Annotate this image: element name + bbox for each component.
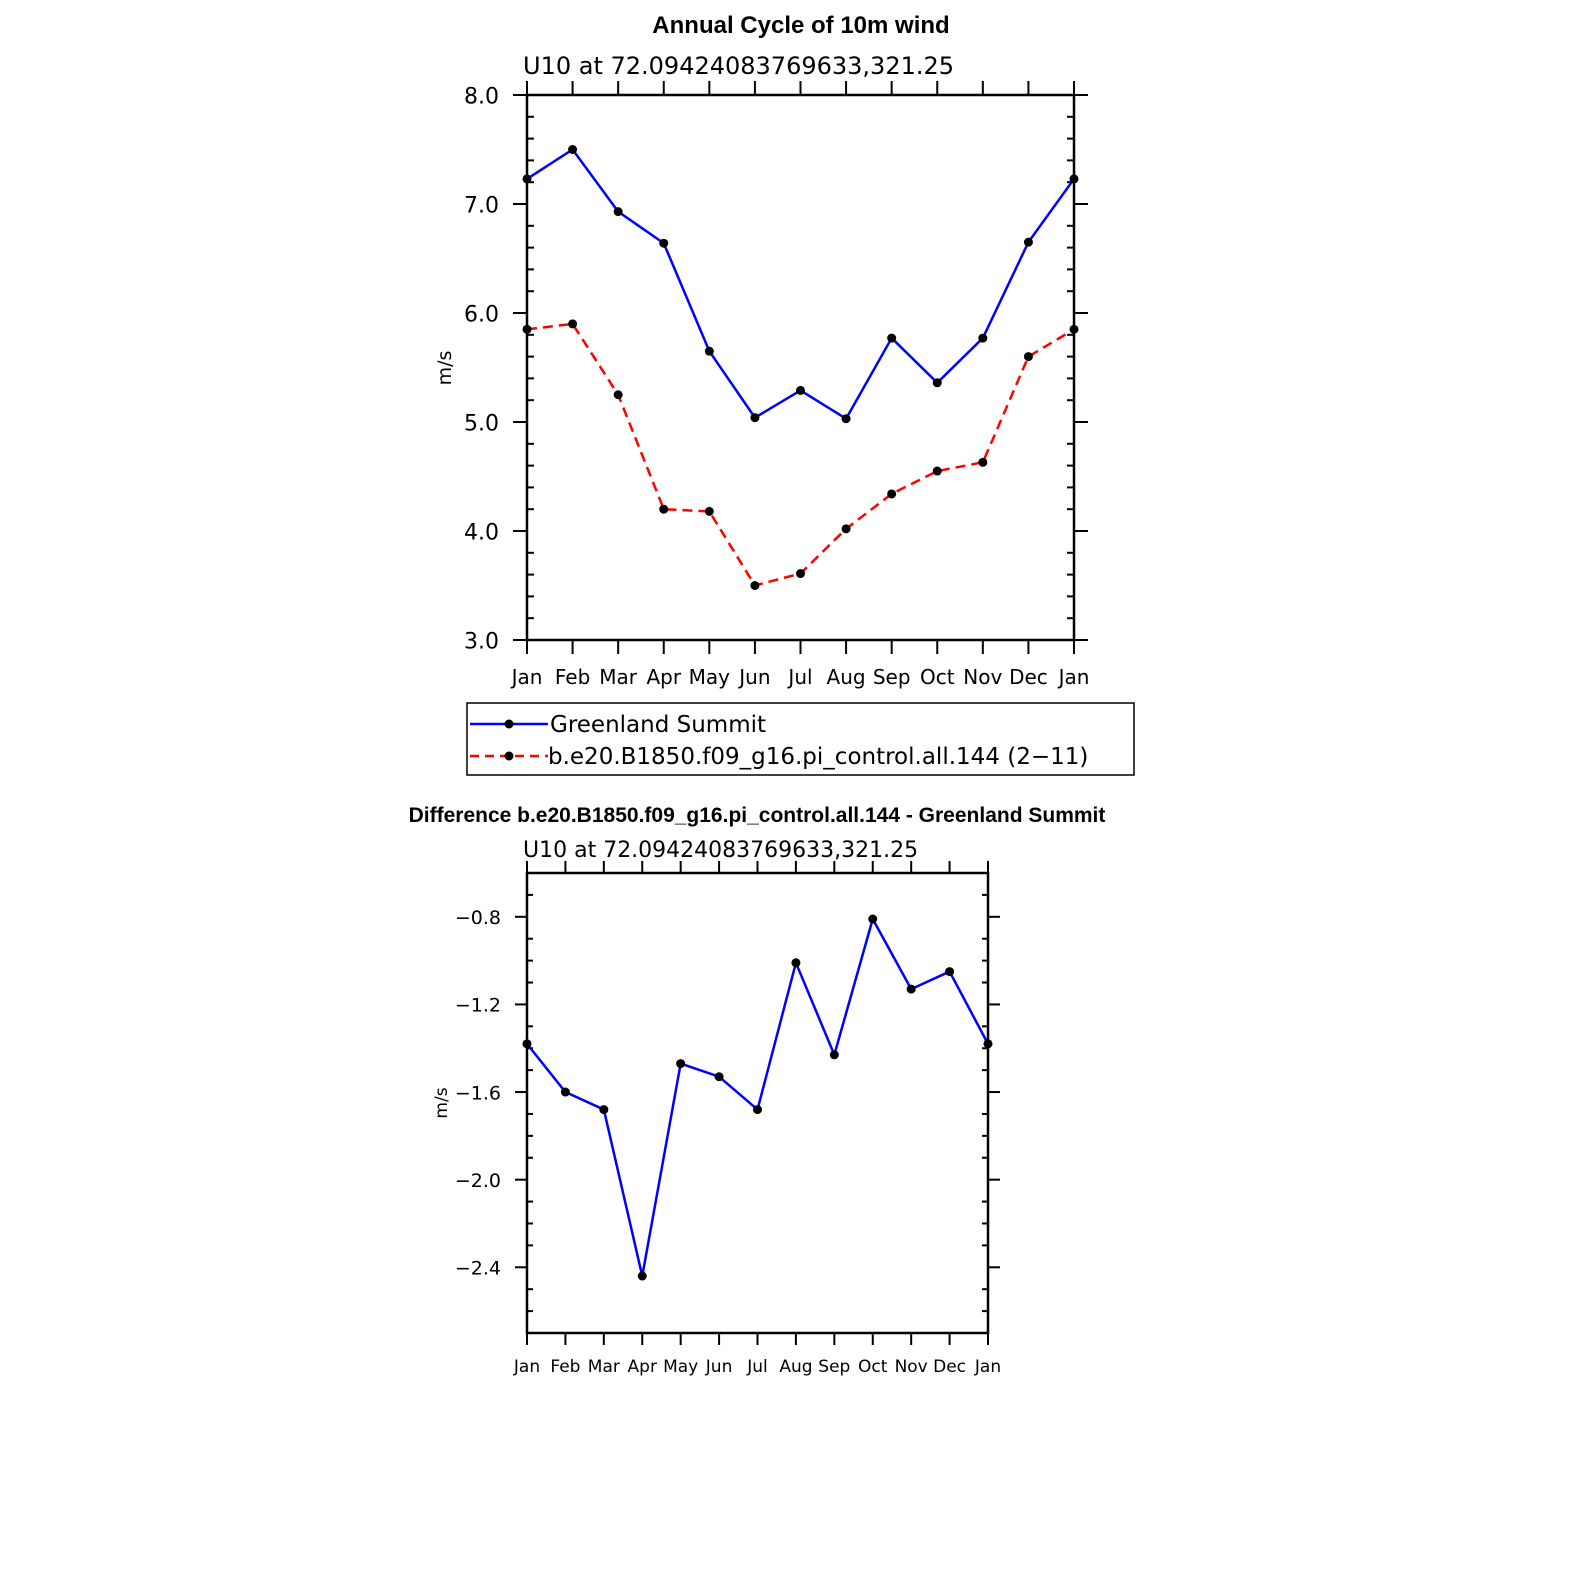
chart-bottom-title: Difference b.e20.B1850.f09_g16.pi_contro… bbox=[409, 804, 1106, 827]
series-point-1 bbox=[568, 319, 578, 329]
series-point-1 bbox=[932, 466, 942, 476]
series-point-1 bbox=[1023, 352, 1033, 362]
legend-box bbox=[466, 702, 1135, 776]
y-tick-label: 5.0 bbox=[464, 411, 499, 436]
series-point-0 bbox=[945, 967, 955, 977]
series-point-1 bbox=[750, 581, 760, 590]
series-point-0 bbox=[522, 174, 532, 184]
legend-label-model: b.e20.B1850.f09_g16.pi_control.all.144 (… bbox=[548, 744, 1088, 770]
series-point-0 bbox=[932, 378, 942, 388]
x-tick-label: Aug bbox=[827, 665, 866, 689]
series-point-1 bbox=[796, 569, 805, 579]
chart-top-plot: 3.0 4.0 5.0 6.0 7.0 8.0 Jan Feb Mar Apr May Jun Jul A… bbox=[464, 81, 1089, 689]
x-tick-label: Nov bbox=[963, 665, 1002, 689]
chart-top-title: Annual Cycle of 10m wind bbox=[652, 12, 949, 39]
series-point-0 bbox=[599, 1105, 609, 1115]
x-tick-label: Jul bbox=[786, 665, 812, 689]
x-tick-label: Oct bbox=[858, 1357, 888, 1377]
series-point-1 bbox=[841, 524, 851, 534]
chart-bottom-ylabel: m/s bbox=[432, 1087, 452, 1118]
x-tick-label: Sep bbox=[873, 665, 911, 689]
series-point-0 bbox=[1069, 174, 1079, 184]
x-tick-label: May bbox=[663, 1357, 698, 1377]
x-tick-label: Jan bbox=[1057, 665, 1090, 689]
y-tick-label: 6.0 bbox=[464, 302, 499, 327]
series-point-0 bbox=[868, 914, 878, 924]
x-tick-label: Jul bbox=[746, 1357, 768, 1377]
x-tick-label: Mar bbox=[599, 665, 638, 689]
series-point-0 bbox=[704, 346, 714, 356]
chart-bottom-subtitle: U10 at 72.09424083769633,321.25 bbox=[523, 838, 918, 863]
series-point-0 bbox=[791, 958, 801, 968]
chart-top-ylabel: m/s bbox=[434, 351, 456, 386]
y-tick-label: 8.0 bbox=[464, 84, 499, 109]
series-point-0 bbox=[906, 984, 916, 994]
x-tick-label: Oct bbox=[920, 665, 955, 689]
series-point-0 bbox=[637, 1271, 647, 1281]
x-tick-label: Apr bbox=[646, 665, 681, 689]
y-tick-label: 3.0 bbox=[464, 629, 499, 654]
chart-bottom-plot: −2.4 −2.0 −1.6 −1.2 −0.8 Jan Feb Mar Apr May Jun Ju… bbox=[455, 861, 1001, 1377]
x-tick-label: Mar bbox=[588, 1357, 620, 1377]
y-tick-label: −1.2 bbox=[455, 995, 501, 1017]
series-point-1 bbox=[704, 506, 714, 516]
series-point-0 bbox=[659, 238, 669, 248]
series-point-0 bbox=[829, 1050, 839, 1060]
x-tick-label: Jun bbox=[737, 665, 770, 689]
series-point-0 bbox=[560, 1087, 570, 1097]
x-tick-label: Jan bbox=[974, 1357, 1001, 1377]
x-tick-label: Jun bbox=[705, 1357, 733, 1377]
series-point-1 bbox=[1069, 324, 1079, 334]
series-point-1 bbox=[522, 324, 532, 334]
x-tick-label: May bbox=[689, 665, 731, 689]
series-point-0 bbox=[887, 333, 897, 343]
series-point-1 bbox=[887, 489, 897, 499]
series-point-0 bbox=[676, 1059, 686, 1069]
series-point-0 bbox=[750, 413, 760, 423]
y-tick-label: −0.8 bbox=[455, 907, 501, 929]
x-tick-label: Sep bbox=[818, 1357, 850, 1377]
chart-top-subtitle: U10 at 72.09424083769633,321.25 bbox=[523, 52, 954, 80]
x-tick-label: Nov bbox=[895, 1357, 928, 1377]
series-point-0 bbox=[978, 333, 988, 343]
series-point-0 bbox=[1023, 237, 1033, 247]
y-tick-label: 4.0 bbox=[464, 520, 499, 545]
y-tick-label: 7.0 bbox=[464, 193, 499, 218]
y-tick-label: −2.0 bbox=[455, 1170, 501, 1192]
series-point-0 bbox=[522, 1039, 532, 1049]
series-point-0 bbox=[983, 1039, 993, 1049]
x-tick-label: Dec bbox=[933, 1357, 966, 1377]
x-tick-label: Feb bbox=[555, 665, 590, 689]
series-point-1 bbox=[659, 504, 669, 514]
x-tick-label: Feb bbox=[550, 1357, 580, 1377]
series-point-0 bbox=[841, 414, 851, 424]
y-tick-label: −1.6 bbox=[455, 1082, 501, 1104]
x-tick-label: Jan bbox=[513, 1357, 540, 1377]
series-point-0 bbox=[613, 207, 623, 217]
series-point-1 bbox=[978, 457, 988, 467]
series-point-0 bbox=[753, 1105, 762, 1115]
x-tick-label: Apr bbox=[628, 1357, 657, 1377]
legend: Greenland Summit b.e20.B1850.f09_g16.pi_… bbox=[466, 702, 1135, 776]
series-point-1 bbox=[613, 390, 623, 400]
legend-label-greenland: Greenland Summit bbox=[550, 712, 766, 738]
series-point-0 bbox=[796, 385, 805, 395]
legend-marker-greenland bbox=[504, 719, 514, 729]
legend-marker-model bbox=[504, 751, 514, 761]
y-tick-label: −2.4 bbox=[455, 1258, 501, 1280]
x-tick-label: Aug bbox=[779, 1357, 812, 1377]
series-point-0 bbox=[568, 145, 578, 154]
series-point-0 bbox=[714, 1072, 724, 1082]
x-tick-label: Jan bbox=[510, 665, 543, 689]
x-tick-label: Dec bbox=[1009, 665, 1048, 689]
